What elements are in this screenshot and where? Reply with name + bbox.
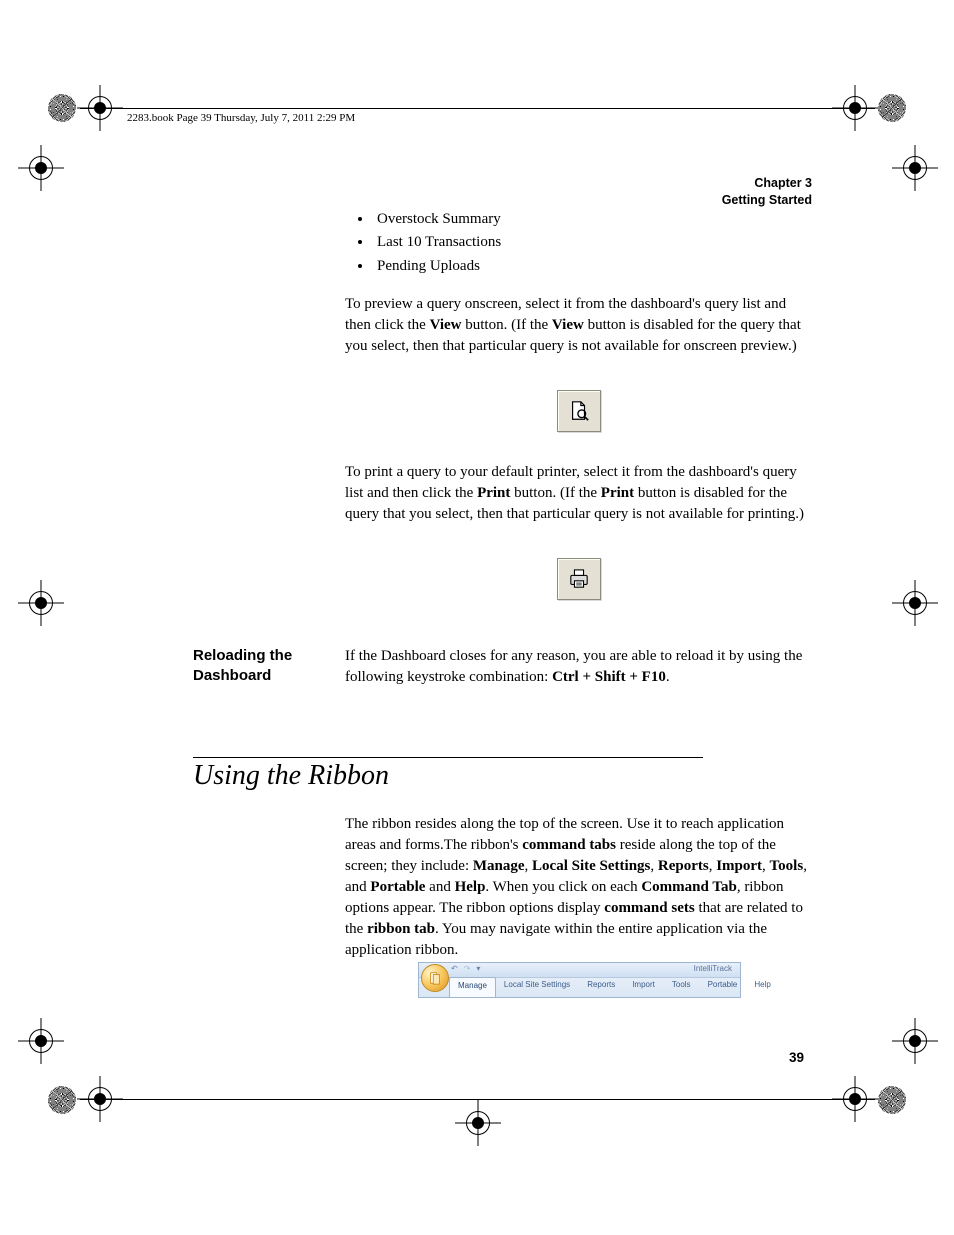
office-orb-icon (421, 964, 449, 992)
crop-register-tr1 (832, 85, 878, 131)
ribbon-tab-portable: Portable (700, 977, 747, 997)
crop-register-bc (455, 1100, 501, 1146)
chapter-number: Chapter 3 (754, 176, 812, 190)
ribbon-tab-localsite: Local Site Settings (496, 977, 579, 997)
preview-button-icon (557, 390, 601, 432)
crop-register-tl2 (18, 145, 64, 191)
chapter-name: Getting Started (722, 193, 812, 207)
ribbon-tab-manage: Manage (449, 977, 496, 997)
paragraph-print: To print a query to your default printer… (345, 462, 813, 525)
crop-register-br1 (832, 1076, 878, 1122)
crop-register-tl1 (77, 85, 123, 131)
chapter-heading: Chapter 3 Getting Started (722, 175, 812, 209)
list-item: Overstock Summary (373, 208, 813, 231)
crop-register-bl2 (18, 1018, 64, 1064)
page-magnify-icon (568, 400, 590, 422)
ribbon-tabs: Manage Local Site Settings Reports Impor… (449, 977, 740, 997)
crop-register-tr2 (892, 145, 938, 191)
ribbon-tab-tools: Tools (664, 977, 700, 997)
crop-register-mr (892, 580, 938, 626)
bullet-list: Overstock Summary Last 10 Transactions P… (345, 208, 813, 278)
print-button-icon (557, 558, 601, 600)
section-title: Using the Ribbon (193, 760, 389, 792)
printer-icon (568, 569, 590, 589)
crop-register-ml (18, 580, 64, 626)
qat-undo-icon: ↶ (451, 964, 458, 973)
list-item: Last 10 Transactions (373, 231, 813, 254)
ribbon-screenshot: ↶ ↷ ▾ IntelliTrack Manage Local Site Set… (418, 962, 741, 998)
quick-access-toolbar: ↶ ↷ ▾ (451, 964, 480, 973)
side-heading-reload: Reloading the Dashboard (193, 646, 333, 687)
paragraph-view: To preview a query onscreen, select it f… (345, 294, 813, 357)
ribbon-tab-import: Import (624, 977, 664, 997)
qat-dropdown-icon: ▾ (476, 964, 480, 973)
paragraph-reload: If the Dashboard closes for any reason, … (345, 646, 813, 688)
qat-redo-icon: ↷ (464, 964, 471, 973)
crop-register-br2 (892, 1018, 938, 1064)
page-number: 39 (789, 1050, 804, 1065)
list-item: Pending Uploads (373, 255, 813, 278)
paragraph-ribbon: The ribbon resides along the top of the … (345, 814, 813, 961)
print-header-line: 2283.book Page 39 Thursday, July 7, 2011… (127, 112, 355, 124)
section-rule (193, 757, 703, 758)
crop-register-bl1 (77, 1076, 123, 1122)
crop-top-line (80, 108, 875, 109)
ribbon-app-title: IntelliTrack (694, 964, 732, 973)
ribbon-tab-help: Help (746, 977, 779, 997)
ribbon-tab-reports: Reports (579, 977, 624, 997)
orb-doc-icon (428, 971, 442, 985)
